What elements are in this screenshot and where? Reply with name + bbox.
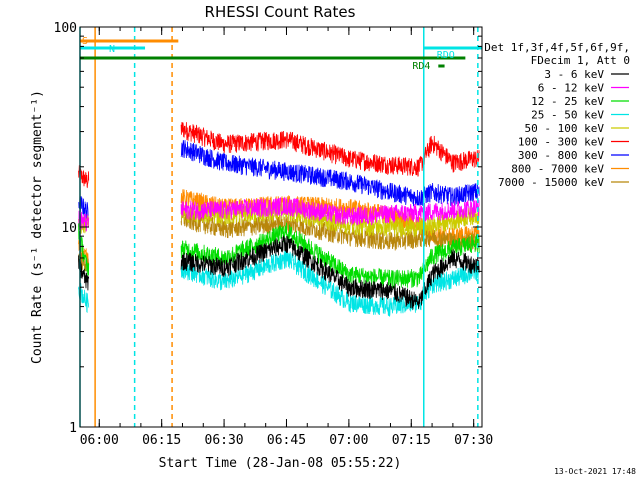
legend-label-1: 6 - 12 keV xyxy=(538,82,605,95)
x-tick-label-5: 07:15 xyxy=(392,433,431,448)
x-tick-label-1: 06:15 xyxy=(142,433,181,448)
legend-label-5: 100 - 300 keV xyxy=(518,136,604,149)
series-line-3-seg-1 xyxy=(180,250,480,317)
series-line-2-seg-1 xyxy=(180,222,480,289)
axes-layer: 06:00 06:15 06:30 06:45 07:00 07:15 07:30 1 10 10… xyxy=(54,21,494,448)
x-tick-label-4: 07:00 xyxy=(329,433,368,448)
flag-label-4: RD4 xyxy=(412,61,430,72)
x-tick-label-3: 06:45 xyxy=(267,433,306,448)
x-tick-label-6: 07:30 xyxy=(454,433,493,448)
series-line-5-seg-1 xyxy=(180,122,480,177)
y-tick-label-2: 100 xyxy=(54,21,77,36)
flag-label-0: S xyxy=(82,36,88,47)
legend-label-0: 3 - 6 keV xyxy=(544,68,604,81)
chart-title: RHESSI Count Rates xyxy=(205,3,356,21)
legend-label-7: 800 - 7000 keV xyxy=(511,163,604,176)
x-tick-label-2: 06:30 xyxy=(205,433,244,448)
series-line-1-seg-1 xyxy=(180,197,480,226)
legend-label-2: 12 - 25 keV xyxy=(531,95,604,108)
legend-header-2: FDecim 1, Att 0 xyxy=(531,54,630,67)
legend-header-1: Det 1f,3f,4f,5f,6f,9f, xyxy=(484,41,630,54)
y-tick-label-1: 10 xyxy=(61,221,77,236)
flag-label-3: RDO xyxy=(437,50,455,61)
flag-label-1: N xyxy=(109,44,115,55)
y-tick-label-0: 1 xyxy=(69,421,77,436)
legend-label-4: 50 - 100 keV xyxy=(525,122,605,135)
y-axis-label: Count Rate (s⁻¹ detector segment⁻¹) xyxy=(30,90,45,364)
data-layer: S N RDO RD4 xyxy=(78,27,482,427)
legend-label-8: 7000 - 15000 keV xyxy=(498,176,604,189)
legend-label-6: 300 - 800 keV xyxy=(518,149,604,162)
x-axis-label: Start Time (28-Jan-08 05:55:22) xyxy=(159,456,402,471)
series-line-0-seg-1 xyxy=(180,235,480,310)
x-tick-label-0: 06:00 xyxy=(80,433,119,448)
legend: Det 1f,3f,4f,5f,6f,9f, FDecim 1, Att 0 3… xyxy=(484,41,630,189)
generation-timestamp: 13-Oct-2021 17:48 xyxy=(554,467,636,476)
series-line-6-seg-1 xyxy=(180,140,480,207)
legend-label-3: 25 - 50 keV xyxy=(531,109,604,122)
